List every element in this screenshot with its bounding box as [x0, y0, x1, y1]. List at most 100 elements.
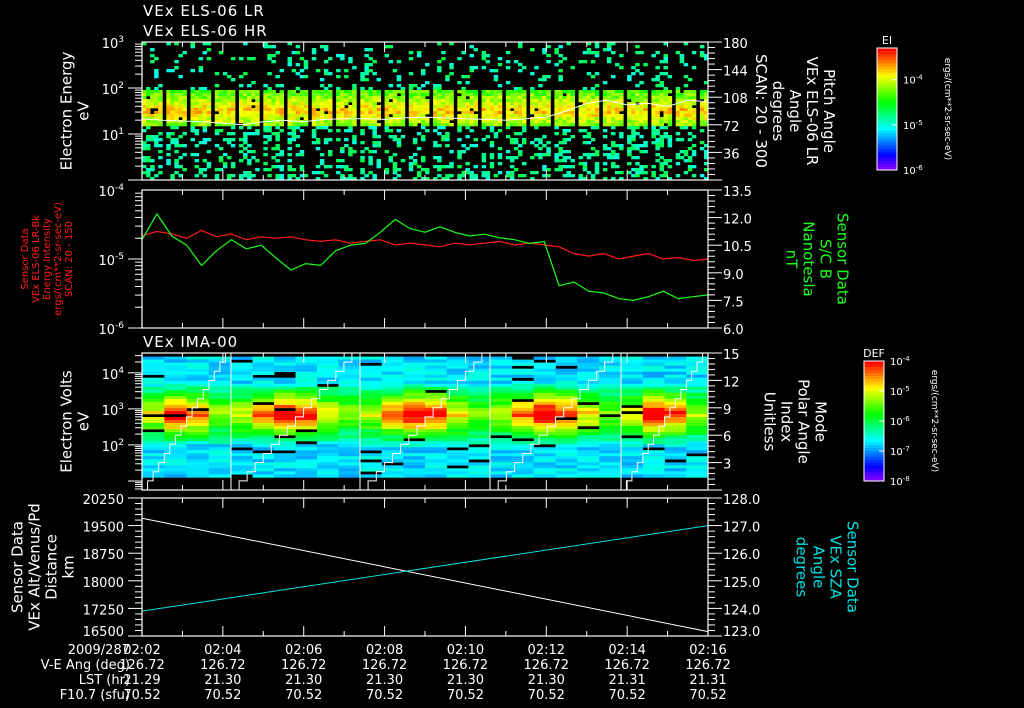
spectrogram-cell — [271, 60, 276, 64]
spectrogram-cell — [485, 174, 491, 178]
spectrogram-cell — [686, 438, 709, 442]
spectrogram-cell — [615, 96, 620, 100]
spectrogram-cell — [198, 141, 204, 145]
spectrogram-cell — [190, 69, 195, 73]
spectrogram-cell — [295, 435, 318, 439]
spectrogram-cell — [445, 123, 450, 127]
spectrogram-cell — [449, 72, 454, 76]
spectrogram-cell — [468, 356, 491, 360]
spectrogram-cell — [667, 108, 673, 112]
spectrogram-cell — [562, 165, 567, 169]
spectrogram-cell — [490, 380, 513, 385]
spectrogram-cell — [154, 135, 159, 139]
spectrogram-cell — [291, 51, 297, 55]
spectrogram-cell — [489, 144, 495, 148]
spectrogram-cell — [247, 102, 252, 106]
spectrogram-cell — [469, 120, 474, 124]
spectrogram-cell — [295, 450, 318, 454]
spectrogram-cell — [142, 129, 147, 133]
spectrogram-cell — [206, 90, 212, 94]
spectrogram-cell — [142, 42, 147, 46]
spectrogram-cell — [675, 156, 681, 160]
spectrogram-cell — [222, 117, 228, 121]
spectrogram-cell — [416, 117, 422, 121]
spectrogram-cell — [251, 108, 256, 112]
spectrogram-cell — [142, 450, 165, 454]
spectrogram-cell — [274, 423, 296, 427]
spectrogram-cell — [360, 129, 365, 133]
spectrogram-cell — [360, 132, 365, 136]
spectrogram-cell — [691, 66, 697, 70]
spectrogram-cell — [295, 417, 318, 421]
spectrogram-cell — [490, 468, 513, 472]
spectrogram-cell — [190, 153, 195, 157]
spectrogram-cell — [319, 90, 325, 94]
spectrogram-cell — [468, 432, 491, 436]
spectrogram-cell — [704, 99, 709, 103]
spectrogram-cell — [381, 414, 404, 418]
spectrogram-cell — [489, 108, 495, 112]
spectrogram-cell — [446, 371, 469, 375]
spectrogram-cell — [621, 450, 644, 454]
spectrogram-cell — [287, 141, 292, 145]
spectrogram-cell — [174, 66, 179, 70]
spectrogram-cell — [142, 120, 147, 124]
spectrogram-cell — [396, 99, 402, 103]
spectrogram-cell — [291, 174, 297, 178]
spectrogram-cell — [542, 51, 547, 55]
spectrogram-cell — [437, 144, 442, 148]
spectrogram-cell — [222, 111, 228, 115]
spectrogram-cell — [208, 359, 232, 363]
spectrogram-cell — [400, 120, 406, 124]
spectrogram-cell — [142, 453, 165, 457]
spectrogram-cell — [230, 111, 236, 115]
spectrogram-cell — [396, 174, 402, 178]
spectrogram-cell — [267, 93, 272, 97]
spectrogram-cell — [360, 423, 383, 427]
spectrogram-cell — [381, 465, 404, 469]
spectrogram-cell — [208, 356, 232, 360]
spectrogram-cell — [518, 120, 523, 124]
spectrogram-cell — [230, 123, 236, 127]
spectrogram-cell — [376, 105, 381, 109]
spectrogram-cell — [511, 432, 534, 436]
spectrogram-cell — [317, 414, 339, 418]
spectrogram-cell — [511, 386, 534, 391]
spectrogram-cell — [631, 96, 636, 100]
spectrogram-cell — [274, 401, 296, 406]
spectrogram-cell — [421, 84, 426, 88]
spectrogram-cell — [530, 156, 535, 160]
spectrogram-cell — [208, 471, 232, 475]
spectrogram-cell — [291, 99, 297, 103]
spectrogram-cell — [287, 60, 292, 64]
spectrogram-cell — [686, 474, 709, 478]
spectrogram-cell — [558, 54, 563, 58]
spectrogram-cell — [627, 93, 632, 97]
spectrogram-cell — [328, 120, 333, 124]
spectrogram-cell — [255, 129, 260, 133]
spectrogram-cell — [295, 462, 318, 466]
spectrogram-cell — [425, 362, 448, 366]
spectrogram-cell — [317, 407, 339, 412]
spectrogram-cell — [186, 474, 210, 478]
spectrogram-cell — [403, 471, 426, 475]
spectrogram-cell — [208, 414, 232, 418]
spectrogram-cell — [667, 102, 673, 106]
spectrogram-cell — [518, 114, 523, 118]
spectrogram-cell — [214, 174, 220, 178]
spectrogram-cell — [275, 105, 280, 109]
spectrogram-cell — [449, 96, 454, 100]
spectrogram-cell — [621, 420, 644, 424]
spectrogram-cell — [687, 78, 693, 82]
spectrogram-cell — [146, 171, 151, 175]
spectrogram-cell — [252, 432, 275, 436]
spectrogram-cell — [295, 126, 301, 130]
spectrogram-cell — [360, 123, 365, 127]
colorbar-swatch — [877, 157, 897, 162]
spectrogram-cell — [679, 54, 685, 58]
spectrogram-cell — [421, 138, 426, 142]
spectrogram-cell — [577, 474, 600, 478]
spectrogram-cell — [704, 54, 709, 58]
spectrogram-cell — [198, 102, 204, 106]
